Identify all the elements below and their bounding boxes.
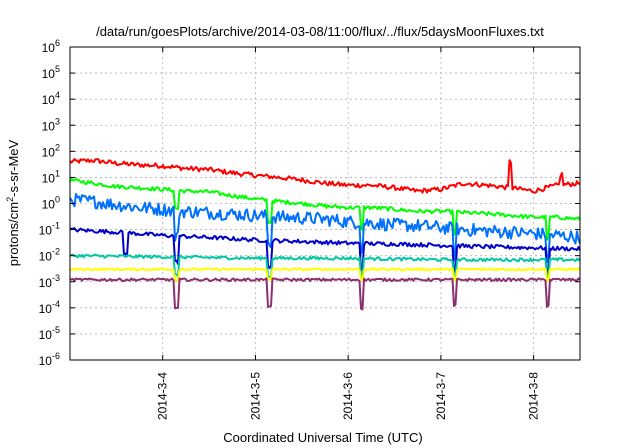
x-tick-label: 2014-3-8 xyxy=(527,372,541,420)
series-line-5 xyxy=(69,267,581,282)
x-axis-label: Coordinated Universal Time (UTC) xyxy=(223,430,422,445)
series-line-4 xyxy=(69,253,581,280)
y-axis-label-pre: protons/cm xyxy=(6,202,21,266)
y-axis-label-sup: 2 xyxy=(5,197,15,202)
series-line-6 xyxy=(69,277,581,311)
y-tick-label: 103 xyxy=(42,116,60,133)
y-axis-label: protons/cm2-s-sr-MeV xyxy=(5,139,21,266)
x-tick-label: 2014-3-4 xyxy=(156,372,170,420)
series-group xyxy=(69,158,581,311)
y-tick-label: 10-3 xyxy=(39,273,60,290)
y-tick-label: 104 xyxy=(42,90,60,107)
y-tick-label: 101 xyxy=(42,168,60,185)
x-axis-ticks: 2014-3-4 2014-3-5 2014-3-6 2014-3-7 2014-3-8 xyxy=(156,47,541,420)
grid-lines xyxy=(70,47,580,360)
y-tick-label: 100 xyxy=(42,195,60,212)
y-tick-label: 10-5 xyxy=(39,325,60,342)
y-axis-label-post: -s-sr-MeV xyxy=(6,139,21,196)
series-line-3 xyxy=(69,227,581,276)
x-tick-label: 2014-3-6 xyxy=(341,372,355,420)
y-tick-label: 10-6 xyxy=(39,351,60,368)
y-tick-label: 105 xyxy=(42,64,60,81)
series-line-1 xyxy=(69,177,581,241)
x-tick-label: 2014-3-7 xyxy=(434,372,448,420)
series-line-2 xyxy=(69,193,581,264)
y-tick-label: 102 xyxy=(42,142,60,159)
x-tick-label: 2014-3-5 xyxy=(248,372,262,420)
y-tick-label: 10-1 xyxy=(39,221,60,238)
chart-title: /data/run/goesPlots/archive/2014-03-08/1… xyxy=(96,24,544,39)
y-tick-label: 10-2 xyxy=(39,247,60,264)
y-tick-label: 106 xyxy=(42,38,60,55)
series-line-0 xyxy=(69,158,581,194)
y-tick-label: 10-4 xyxy=(39,299,60,316)
